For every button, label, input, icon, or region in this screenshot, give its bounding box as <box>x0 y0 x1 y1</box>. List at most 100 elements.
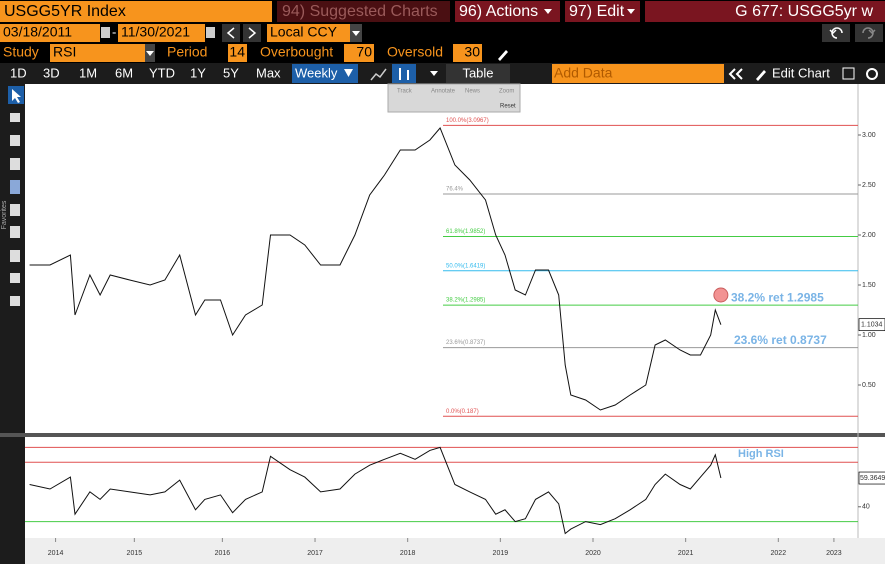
calendar-icon[interactable] <box>206 27 215 38</box>
mini-tool[interactable]: Zoom <box>499 89 514 95</box>
undo-button[interactable] <box>822 24 850 42</box>
oversold-field[interactable] <box>453 44 482 62</box>
calendar-icon[interactable] <box>101 27 110 38</box>
security: G 677: USGG5yr w <box>735 3 873 20</box>
security-bar <box>645 1 885 22</box>
start-date: 03/18/2011 <box>3 24 72 40</box>
tool-icon[interactable] <box>10 158 20 170</box>
mini-tool[interactable]: Annotate <box>431 89 456 95</box>
y-tick-label: 40 <box>862 504 870 511</box>
edit-button[interactable] <box>565 1 640 22</box>
period-button[interactable]: 1D <box>10 65 27 80</box>
bar-icon <box>399 68 409 80</box>
sidebar <box>0 84 25 564</box>
table-button[interactable] <box>446 64 510 83</box>
ticker-field[interactable] <box>0 1 272 22</box>
overbought-field[interactable] <box>344 44 374 62</box>
fib-label: 50.0%(1.6419) <box>446 263 485 269</box>
actions: 96) Actions <box>459 3 538 20</box>
last-value: 1.1034 <box>861 322 883 329</box>
x-tick-label: 2020 <box>585 550 601 557</box>
period-field[interactable] <box>228 44 247 62</box>
fib-label: 76.4% <box>446 187 464 193</box>
tool-icon[interactable] <box>10 180 20 194</box>
tool-icon[interactable] <box>10 226 20 238</box>
tool-icon[interactable] <box>10 113 20 122</box>
rsi-annotation: High RSI <box>738 448 784 460</box>
mini-toolbar <box>387 83 521 113</box>
annotation: 38.2% ret 1.2985 <box>731 290 824 304</box>
fib-label: 23.6%(0.8737) <box>446 340 485 346</box>
start-date-field[interactable] <box>0 24 100 42</box>
tool-icon[interactable] <box>10 273 20 283</box>
x-tick-label: 2017 <box>307 550 323 557</box>
rsi-line <box>29 446 722 535</box>
tool-icon[interactable] <box>10 204 20 216</box>
dropdown-icon[interactable] <box>430 71 438 76</box>
mini-tool[interactable]: News <box>465 89 480 95</box>
next-button[interactable] <box>243 24 261 42</box>
x-tick-label: 2015 <box>127 550 143 557</box>
y-tick-label: 0.50 <box>862 382 876 389</box>
tool-icon[interactable] <box>10 135 20 146</box>
period-button[interactable]: 6M <box>115 65 133 80</box>
add-data: Add Data <box>554 65 613 81</box>
pencil-icon[interactable] <box>498 50 508 61</box>
tool-icon[interactable] <box>10 296 20 306</box>
y-tick-label: 2.50 <box>862 182 876 189</box>
x-tick-label: 2016 <box>215 550 231 557</box>
period-button[interactable]: 1Y <box>190 65 206 80</box>
fib-label: 0.0%(0.187) <box>446 409 479 415</box>
x-tick-label: 2023 <box>826 550 842 557</box>
settings-icon[interactable] <box>842 67 855 80</box>
period-button[interactable]: 5Y <box>223 65 239 80</box>
x-tick-label: 2021 <box>678 550 694 557</box>
redo-icon <box>862 27 876 39</box>
end-date: 11/30/2021 <box>121 24 190 40</box>
suggested-button[interactable] <box>277 1 450 22</box>
x-tick-label: 2019 <box>493 550 509 557</box>
currency-field[interactable] <box>267 24 350 42</box>
end-date-field[interactable] <box>118 24 205 42</box>
redo-button[interactable] <box>855 24 883 42</box>
frequency-button[interactable] <box>292 64 358 83</box>
overbought: 70 <box>356 44 372 60</box>
bar-icon-button[interactable] <box>392 64 416 83</box>
x-axis-band <box>25 538 885 564</box>
actions-button[interactable] <box>455 1 560 22</box>
mini-tool[interactable]: Track <box>397 89 413 95</box>
reset-button[interactable]: Reset <box>500 104 516 110</box>
edit-chart[interactable]: Edit Chart <box>772 65 830 80</box>
gear-icon[interactable] <box>866 68 878 80</box>
study-field[interactable] <box>50 44 145 62</box>
collapse-icon[interactable] <box>728 68 743 80</box>
edit: 97) Edit <box>569 3 625 20</box>
line-icon[interactable] <box>370 68 387 81</box>
period-button[interactable]: YTD <box>149 65 175 80</box>
oversold-label: Oversold <box>387 44 443 60</box>
study-label: Study <box>3 44 39 60</box>
table: Table <box>462 65 493 80</box>
period-button[interactable]: 1M <box>79 65 97 80</box>
period-button[interactable]: Max <box>256 65 281 80</box>
separator: - <box>112 24 116 39</box>
cursor-icon <box>12 89 21 103</box>
y-tick-label: 1.00 <box>862 332 876 339</box>
panel-divider <box>0 433 885 437</box>
overbought-label: Overbought <box>260 44 333 60</box>
next-icon <box>248 27 257 39</box>
suggested-charts: 94) Suggested Charts <box>282 3 438 20</box>
period: 14 <box>229 44 245 60</box>
price-line <box>29 127 722 411</box>
period-label: Period <box>167 44 207 60</box>
last-value: 59.3649 <box>860 475 885 482</box>
study-name: RSI <box>53 44 76 60</box>
tool-icon[interactable] <box>10 250 20 262</box>
dropdown-icon <box>544 9 552 14</box>
frequency: Weekly <box>295 65 338 80</box>
price-panel <box>25 84 885 433</box>
prev-button[interactable] <box>222 24 240 42</box>
period-button[interactable]: 3D <box>43 65 60 80</box>
add-data-field[interactable] <box>552 64 724 83</box>
